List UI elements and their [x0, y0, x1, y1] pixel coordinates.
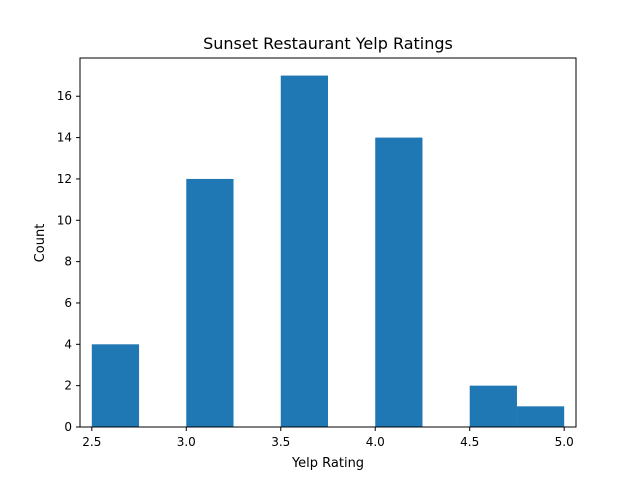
y-tick-label: 14	[57, 131, 72, 145]
x-axis-ticks: 2.5 3.0 3.5 4.0 4.5 5.0	[82, 427, 574, 449]
chart-title: Sunset Restaurant Yelp Ratings	[203, 34, 453, 53]
histogram-bar	[469, 385, 517, 427]
y-tick-label: 8	[64, 255, 72, 269]
x-tick-label: 3.0	[177, 435, 196, 449]
histogram-bar	[375, 137, 423, 427]
x-tick-label: 4.0	[366, 435, 385, 449]
x-tick-label: 4.5	[460, 435, 479, 449]
y-tick-label: 2	[64, 379, 72, 393]
x-tick-label: 5.0	[555, 435, 574, 449]
x-tick-label: 3.5	[271, 435, 290, 449]
x-tick-label: 2.5	[82, 435, 101, 449]
y-tick-label: 12	[57, 172, 72, 186]
y-tick-label: 10	[57, 213, 72, 227]
y-tick-label: 0	[64, 420, 72, 434]
histogram-bar	[91, 344, 140, 427]
y-axis-label: Count	[33, 224, 48, 263]
y-tick-label: 4	[64, 337, 72, 351]
histogram-bar	[186, 178, 234, 427]
histogram-bar	[516, 406, 565, 427]
plot-frame	[79, 57, 577, 428]
histogram-bar	[280, 75, 328, 428]
x-axis-label: Yelp Rating	[291, 456, 364, 471]
y-tick-label: 16	[57, 89, 72, 103]
y-axis-ticks: 0 2 4 6 8 10 12 14 16	[57, 89, 80, 434]
bars-group	[91, 75, 565, 428]
y-tick-label: 6	[64, 296, 72, 310]
